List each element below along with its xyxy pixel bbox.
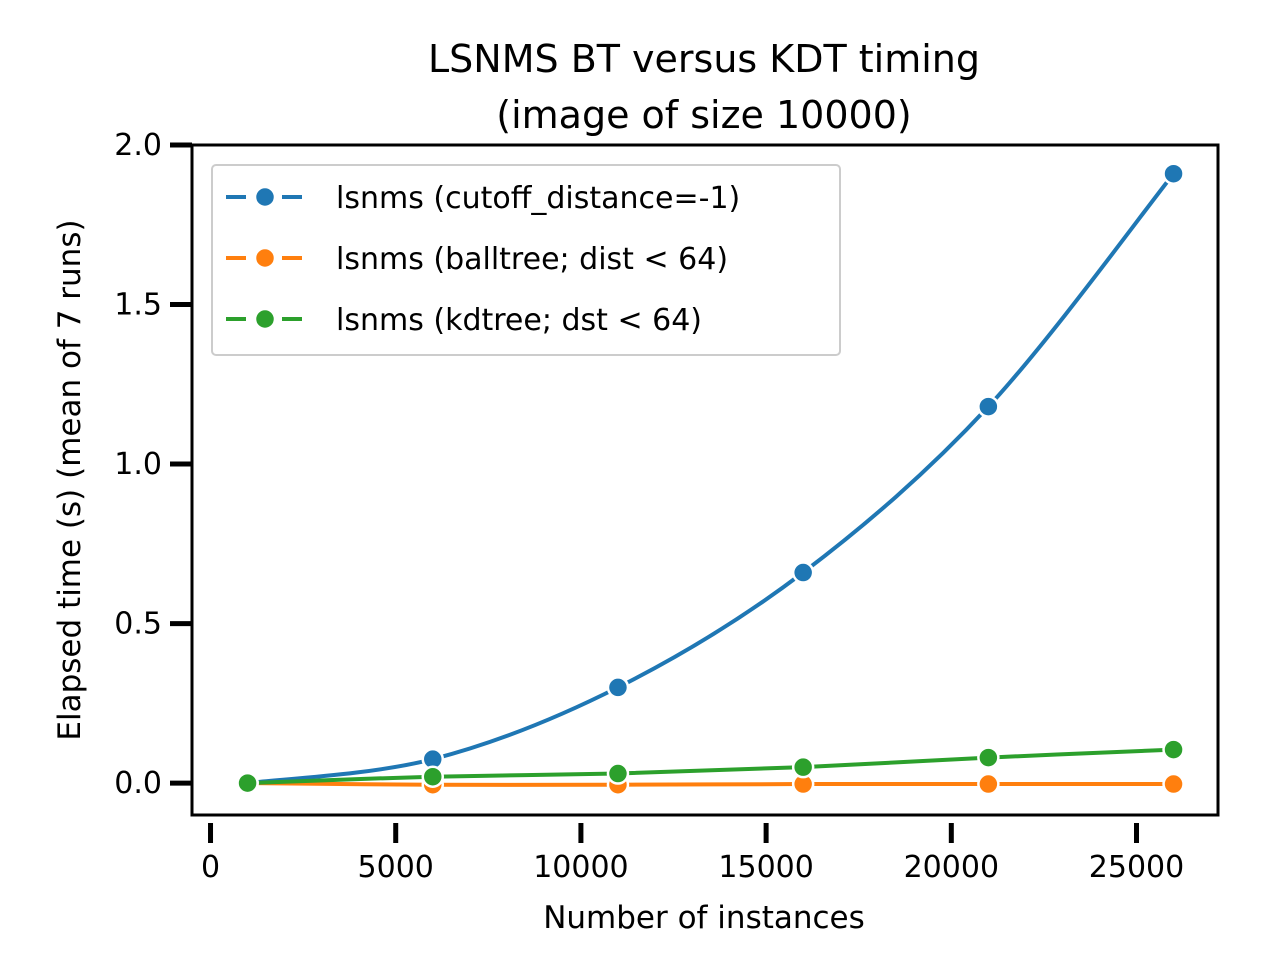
series-2-point <box>421 765 445 788</box>
y-tick-label: 1.0 <box>114 447 162 482</box>
series-2-point <box>977 746 1000 769</box>
series-0-point <box>1162 162 1185 185</box>
x-tick-label: 20000 <box>904 850 999 885</box>
series-line-2 <box>245 747 1176 786</box>
y-tick-label: 2.0 <box>114 128 162 163</box>
legend-marker-0 <box>253 185 277 209</box>
axis-ticks: 0.0 0.5 1.0 1.5 2.0 0 5000 10000 15000 20000 25000 <box>114 128 1184 885</box>
y-tick-label: 0.5 <box>114 607 162 642</box>
x-tick-label: 15000 <box>718 850 813 885</box>
x-tick-label: 5000 <box>358 850 434 885</box>
legend-box <box>211 164 841 356</box>
y-tick-label: 1.5 <box>114 288 162 323</box>
series-0-point <box>606 676 630 699</box>
x-tick-label: 25000 <box>1089 850 1184 885</box>
plot-area-frame <box>190 143 1220 817</box>
chart-subtitle: (image of size 10000) <box>496 93 911 137</box>
series-2-point <box>236 771 259 795</box>
series-1-point <box>1162 772 1185 796</box>
legend-label-2: lsnms (kdtree; dst < 64) <box>336 303 702 338</box>
series-layer <box>236 162 1185 796</box>
series-2-point <box>791 755 815 779</box>
legend: lsnms (cutoff_distance=-1)lsnms (balltre… <box>211 164 841 356</box>
series-2-point <box>606 762 630 785</box>
series-line-1 <box>245 781 1176 787</box>
series-0-point <box>977 395 1000 418</box>
legend-label-0: lsnms (cutoff_distance=-1) <box>336 181 740 216</box>
x-tick-label: 10000 <box>533 850 628 885</box>
y-axis-label: Elapsed time (s) (mean of 7 runs) <box>52 219 88 740</box>
legend-label-1: lsnms (balltree; dist < 64) <box>336 242 728 277</box>
legend-marker-2 <box>253 307 277 331</box>
chart-title: LSNMS BT versus KDT timing <box>428 37 980 81</box>
series-2-point <box>1162 738 1185 761</box>
series-0-point <box>791 561 815 584</box>
y-tick-label: 0.0 <box>114 766 162 801</box>
x-tick-label: 0 <box>201 850 220 885</box>
series-1-point <box>977 772 1000 796</box>
legend-marker-1 <box>253 246 277 270</box>
x-axis-label: Number of instances <box>543 900 865 936</box>
